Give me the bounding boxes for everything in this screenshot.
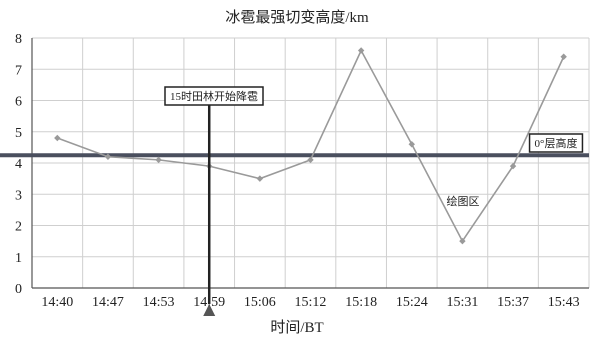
data-point — [560, 53, 567, 60]
x-tick-label: 15:12 — [295, 295, 327, 310]
data-point — [256, 175, 264, 182]
data-point — [54, 134, 61, 142]
y-tick-label: 1 — [15, 251, 22, 266]
x-tick-label: 15:18 — [345, 295, 377, 310]
y-tick-label: 5 — [15, 126, 22, 141]
gridlines — [31, 37, 590, 288]
y-tick-label: 0 — [15, 282, 22, 297]
data-point — [155, 156, 162, 164]
x-tick-label: 15:06 — [244, 295, 276, 310]
y-tick-label: 7 — [15, 63, 22, 78]
plot-area-label: 绘图区 — [447, 194, 480, 208]
y-tick-label: 4 — [15, 157, 22, 172]
data-point — [357, 47, 365, 54]
data-point — [459, 237, 466, 245]
axes — [31, 38, 589, 289]
hail-onset-callout-box — [164, 86, 264, 106]
x-tick-label: 15:24 — [396, 295, 428, 310]
data-point — [509, 162, 517, 170]
hail-onset-marker-arrow — [203, 304, 216, 316]
x-tick-label: 14:53 — [143, 295, 175, 310]
reference-callout: 0°层高度 — [528, 133, 584, 153]
hail-onset-callout-text: 15时田林开始降雹 — [170, 89, 258, 103]
y-tick-label: 2 — [15, 220, 22, 235]
y-tick-label: 8 — [15, 32, 22, 47]
x-tick-labels: 14:4014:4714:5314:5915:0615:1215:1815:24… — [41, 295, 579, 310]
reference-callout-box — [528, 133, 584, 153]
x-tick-label: 15:31 — [446, 295, 478, 310]
series-layer — [54, 47, 567, 245]
x-tick-label: 15:43 — [548, 295, 580, 310]
x-tick-label: 14:47 — [92, 295, 124, 310]
data-point — [307, 156, 314, 164]
y-tick-labels: 0 1 2 3 4 5 6 7 8 — [15, 32, 22, 297]
x-tick-label: 14:40 — [41, 295, 73, 310]
y-tick-label: 6 — [15, 95, 22, 110]
hail-onset-callout: 15时田林开始降雹 — [164, 86, 264, 106]
data-point — [104, 153, 112, 160]
reference-callout-text: 0°层高度 — [535, 136, 578, 150]
y-tick-label: 3 — [15, 188, 22, 203]
x-tick-label: 15:37 — [497, 295, 529, 310]
data-point — [408, 141, 415, 148]
chart-title: 冰雹最强切变高度/km — [225, 9, 369, 26]
x-axis-label: 时间/BT — [270, 319, 323, 336]
